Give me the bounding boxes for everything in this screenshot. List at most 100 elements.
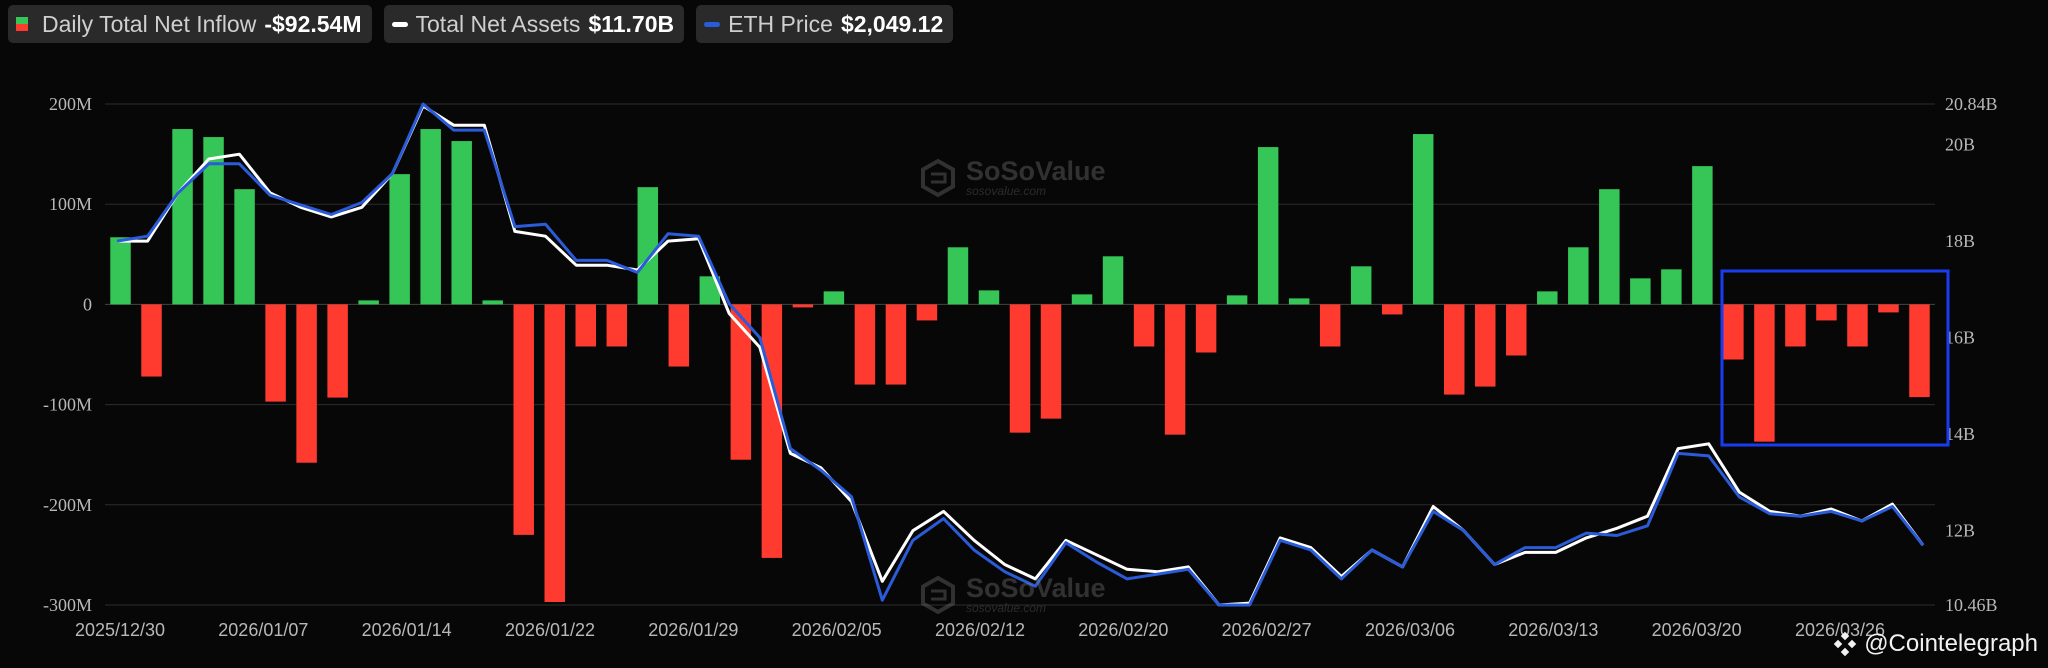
inflow-bar[interactable]	[141, 304, 162, 377]
inflow-bar[interactable]	[1754, 304, 1775, 442]
inflow-bar[interactable]	[1195, 304, 1217, 353]
inflow-bar[interactable]	[699, 276, 721, 305]
x-tick-label: 2026/03/06	[1365, 620, 1455, 640]
highlight-box	[1720, 269, 1950, 447]
inflow-bar[interactable]	[1226, 295, 1248, 305]
inflow-bar[interactable]	[1444, 304, 1465, 395]
inflow-bar[interactable]	[203, 137, 224, 305]
eth-price-line[interactable]	[116, 102, 1925, 607]
inflow-bar[interactable]	[947, 247, 969, 305]
right-tick-label: 16B	[1945, 328, 1975, 348]
inflow-bar[interactable]	[1537, 291, 1558, 305]
legend-assets-value: $11.70B	[588, 10, 675, 37]
inflow-bar[interactable]	[110, 237, 131, 305]
inflow-bar[interactable]	[637, 187, 659, 305]
inflow-bar[interactable]	[389, 174, 410, 305]
legend-price-label: ETH Price	[728, 10, 833, 37]
right-tick-label: 20.84B	[1945, 94, 1998, 114]
line-series	[116, 102, 1925, 607]
left-tick-label: -300M	[43, 595, 92, 615]
x-tick-label: 2026/01/29	[648, 620, 738, 640]
inflow-bar[interactable]	[885, 304, 907, 385]
inflow-bar[interactable]	[1506, 304, 1527, 356]
x-tick-label: 2026/02/12	[935, 620, 1025, 640]
inflow-bar[interactable]	[1909, 304, 1930, 398]
credit: @Cointelegraph	[1832, 630, 2038, 658]
left-tick-label: -200M	[43, 495, 92, 515]
left-axis-ticks: 200M 100M 0 -100M -200M -300M	[43, 94, 92, 615]
legend-item-price[interactable]: ETH Price $2,049.12	[696, 5, 954, 43]
inflow-bar[interactable]	[1847, 304, 1868, 347]
left-tick-label: 0	[83, 294, 92, 314]
inflow-bar[interactable]	[823, 291, 845, 305]
inflow-bar[interactable]	[1568, 247, 1589, 305]
x-tick-label: 2026/03/20	[1652, 620, 1742, 640]
legend-price-value: $2,049.12	[840, 10, 944, 37]
watermark: SoSoValue sosovalue.com	[918, 158, 1106, 198]
inflow-bar[interactable]	[234, 189, 255, 305]
bar-series	[110, 129, 1930, 602]
assets-swatch-icon	[391, 21, 408, 27]
inflow-bar[interactable]	[1599, 189, 1620, 305]
inflow-bar[interactable]	[1319, 304, 1341, 347]
inflow-bar[interactable]	[916, 304, 938, 321]
watermark-url: sosovalue.com	[966, 184, 1047, 198]
inflow-bar[interactable]	[1475, 304, 1496, 387]
inflow-bar[interactable]	[1133, 304, 1155, 347]
inflow-bar[interactable]	[1816, 304, 1837, 321]
inflow-bar[interactable]	[1071, 294, 1093, 305]
inflow-bar[interactable]	[358, 300, 379, 305]
inflow-bar[interactable]	[854, 304, 876, 385]
inflow-bar[interactable]	[296, 304, 317, 463]
legend-item-inflow[interactable]: Daily Total Net Inflow -$92.54M	[8, 5, 372, 43]
inflow-bar[interactable]	[730, 304, 752, 460]
inflow-bar[interactable]	[1878, 304, 1899, 313]
x-tick-label: 2026/03/26	[1795, 620, 1885, 640]
x-tick-label: 2026/01/07	[218, 620, 308, 640]
inflow-bar[interactable]	[172, 129, 193, 305]
inflow-bar[interactable]	[420, 129, 441, 305]
watermark-secondary: SoSoValue sosovalue.com	[918, 575, 1106, 615]
x-tick-label: 2025/12/30	[75, 620, 165, 640]
inflow-bar[interactable]	[575, 304, 596, 347]
watermark-name: SoSoValue	[966, 573, 1106, 603]
inflow-bar[interactable]	[1785, 304, 1806, 347]
x-tick-label: 2026/02/20	[1078, 620, 1168, 640]
inflow-bar[interactable]	[1692, 166, 1713, 305]
inflow-bar[interactable]	[265, 304, 286, 402]
inflow-bar[interactable]	[761, 304, 783, 558]
inflow-bar[interactable]	[1412, 134, 1434, 305]
inflow-bar[interactable]	[668, 304, 690, 367]
right-tick-label: 20B	[1945, 135, 1975, 155]
legend-inflow-label: Daily Total Net Inflow	[42, 10, 257, 37]
inflow-bar[interactable]	[482, 300, 503, 305]
inflow-bar[interactable]	[1350, 266, 1372, 305]
inflow-bar[interactable]	[327, 304, 348, 398]
right-axis-ticks: 20.84B 20B 18B 16B 14B 12B 10.46B	[1945, 94, 1998, 615]
inflow-bar[interactable]	[978, 290, 1000, 305]
inflow-bar[interactable]	[1381, 304, 1403, 315]
inflow-bar[interactable]	[1288, 298, 1310, 305]
inflow-bar[interactable]	[1164, 304, 1186, 435]
inflow-bar[interactable]	[513, 304, 534, 535]
inflow-bar[interactable]	[1630, 278, 1651, 305]
inflow-bar[interactable]	[606, 304, 628, 347]
legend-item-assets[interactable]: Total Net Assets $11.70B	[383, 5, 685, 43]
inflow-bar[interactable]	[1723, 304, 1744, 360]
inflow-bar[interactable]	[1009, 304, 1031, 433]
left-tick-label: 100M	[49, 194, 92, 214]
inflow-bar[interactable]	[1102, 256, 1124, 305]
price-swatch-icon	[704, 21, 721, 27]
inflow-bar[interactable]	[1040, 304, 1062, 419]
left-tick-label: 200M	[49, 94, 92, 114]
inflow-bar[interactable]	[1257, 147, 1279, 305]
inflow-bar[interactable]	[451, 141, 472, 305]
right-tick-label: 12B	[1945, 521, 1975, 541]
inflow-bar[interactable]	[792, 304, 814, 308]
x-axis-ticks: 2025/12/30 2026/01/07 2026/01/14 2026/01/22…	[75, 620, 1885, 640]
inflow-bar[interactable]	[1661, 269, 1682, 305]
diamond-logo-icon	[1833, 631, 1857, 657]
inflow-bar[interactable]	[544, 304, 565, 602]
watermark-url: sosovalue.com	[966, 601, 1047, 615]
